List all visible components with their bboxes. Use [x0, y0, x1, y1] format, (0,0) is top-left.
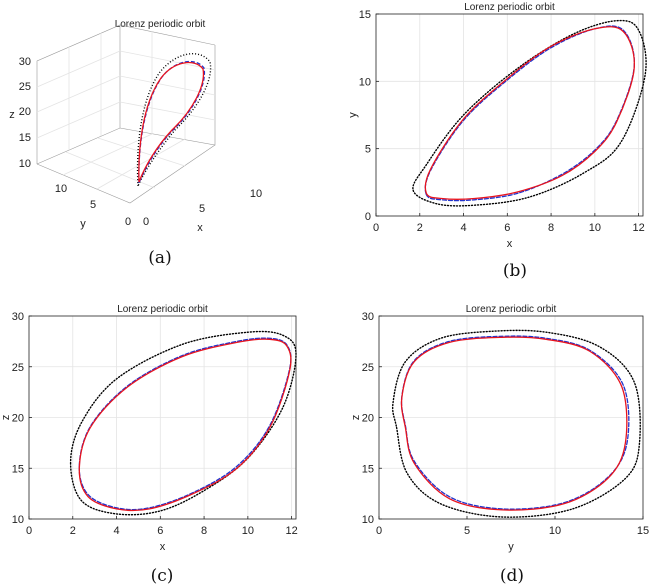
- panel-c-caption: (c): [151, 566, 174, 585]
- panel-b-orbit-solid: [424, 26, 635, 200]
- panel-d-ytick-label: 30: [362, 311, 374, 323]
- panel-b-ylabel: y: [347, 112, 359, 118]
- panel-a-ztick: 25: [19, 81, 31, 93]
- panel-a-grid-line: [36, 101, 121, 139]
- panel-b: 0 2 4 6 8 10 12 0 5 10 15 Lorenz periodic orbit x y: [347, 2, 647, 250]
- panel-d-orbit-dashed: [400, 335, 630, 510]
- panel-a-xtick: 5: [199, 203, 205, 215]
- panel-b-orbit-dotted: [412, 19, 647, 207]
- panel-c-xtick-label: 6: [157, 525, 163, 537]
- panel-b-axes-frame: [375, 13, 644, 217]
- panel-a-ztick: 20: [19, 106, 31, 118]
- panel-c: 0 2 4 6 8 10 12 10 15 20 25 30 Lorenz periodic orbit…: [0, 304, 298, 553]
- panel-a-ylabel: y: [80, 218, 86, 230]
- panel-b-title: Lorenz periodic orbit: [464, 2, 555, 13]
- panel-d-xlabel: y: [508, 541, 514, 553]
- panel-c-xlabel: x: [160, 541, 166, 553]
- panel-c-ytick-label: 20: [12, 413, 24, 425]
- panel-d-caption: (d): [500, 566, 524, 585]
- panel-c-xtick-label: 12: [285, 525, 297, 537]
- panel-b-xtick-label: 6: [504, 222, 510, 234]
- panel-d-ytick-label: 15: [362, 463, 374, 475]
- panel-c-xtick-label: 0: [26, 525, 32, 537]
- panel-a-ytick: 5: [90, 199, 96, 211]
- panel-c-ytick-label: 15: [12, 463, 24, 475]
- panel-a-caption: (a): [148, 248, 171, 268]
- panel-c-ytick-label: 25: [12, 362, 24, 374]
- panel-b-ytick-label: 0: [365, 211, 371, 223]
- panel-c-title: Lorenz periodic orbit: [117, 304, 208, 315]
- panel-a-ytick: 0: [125, 216, 131, 228]
- panel-b-xtick-label: 2: [417, 222, 423, 234]
- panel-b-orbit-dashed: [424, 25, 635, 202]
- panel-a-grid-line: [119, 101, 216, 121]
- panel-d: 0 5 10 15 10 15 20 25 30 Lorenz periodic orbit y z: [350, 304, 649, 553]
- panel-b-xtick-label: 0: [373, 222, 379, 234]
- panel-a-orbit-solid: [138, 61, 205, 183]
- panel-d-title: Lorenz periodic orbit: [466, 304, 557, 315]
- panel-a-grid-line: [119, 75, 216, 96]
- panel-a-grid-line: [62, 133, 153, 176]
- panel-b-ytick-label: 5: [365, 144, 371, 156]
- panel-d-orbit-dotted: [391, 329, 641, 518]
- panel-b-ytick-label: 15: [359, 9, 371, 21]
- panel-d-xtick-label: 5: [464, 525, 470, 537]
- panel-b-xtick-label: 4: [460, 222, 466, 234]
- panel-c-orbit-dotted: [69, 330, 297, 516]
- panel-c-xtick-label: 10: [242, 525, 254, 537]
- panel-a-box-floor: [36, 144, 216, 204]
- panel-c-xtick-label: 2: [70, 525, 76, 537]
- panel-a-box: [36, 24, 216, 204]
- panel-d-ylabel: z: [350, 415, 362, 421]
- panel-a-xtick: 0: [143, 216, 149, 228]
- panel-c-orbit-solid: [78, 338, 292, 512]
- panel-a-orbit-dotted: [136, 53, 212, 187]
- panel-b-xtick-label: 8: [548, 222, 554, 234]
- panel-c-xtick-label: 4: [113, 525, 119, 537]
- panel-a-grid-line: [97, 137, 186, 167]
- panel-a-title: Lorenz periodic orbit: [115, 19, 206, 30]
- panel-a-xtick: 10: [250, 188, 262, 200]
- panel-d-xtick-label: 15: [637, 525, 649, 537]
- panel-c-ytick-label: 10: [12, 514, 24, 526]
- panel-a-box-left-wall: [36, 24, 216, 164]
- panel-d-orbit-solid: [400, 336, 628, 511]
- panel-a-grid-line: [65, 151, 156, 189]
- panel-a: Lorenz periodic orbit 10 15 20: [9, 19, 262, 268]
- panel-a-ztick: 10: [19, 158, 31, 170]
- panel-a-orbit-dashed: [138, 60, 206, 184]
- panel-b-ytick-label: 10: [359, 76, 371, 88]
- panel-a-grid-line: [36, 50, 121, 88]
- panel-a-grid-line: [96, 138, 186, 190]
- panel-a-xlabel: x: [197, 222, 203, 234]
- panel-a-zlabel: z: [9, 109, 15, 121]
- panel-c-ytick-label: 30: [12, 311, 24, 323]
- panel-a-ztick: 15: [19, 132, 31, 144]
- panel-c-orbit-dashed: [78, 337, 292, 511]
- panel-b-xlabel: x: [507, 238, 513, 250]
- panel-d-xtick-label: 0: [376, 525, 382, 537]
- panel-b-xtick-label: 10: [589, 222, 601, 234]
- panel-a-ztick: 30: [19, 56, 31, 68]
- panel-d-xtick-label: 10: [549, 525, 561, 537]
- panel-d-ytick-label: 25: [362, 362, 374, 374]
- panel-c-xtick-label: 8: [201, 525, 207, 537]
- panel-b-xtick-label: 12: [632, 222, 644, 234]
- panel-d-ytick-label: 20: [362, 413, 374, 425]
- panel-a-ytick: 10: [55, 183, 67, 195]
- panel-b-caption: (b): [503, 261, 527, 281]
- panel-a-grid-line: [119, 50, 216, 71]
- panel-d-ytick-label: 10: [362, 514, 374, 526]
- panel-a-grid-line: [36, 75, 121, 113]
- panel-c-ylabel: z: [0, 415, 12, 421]
